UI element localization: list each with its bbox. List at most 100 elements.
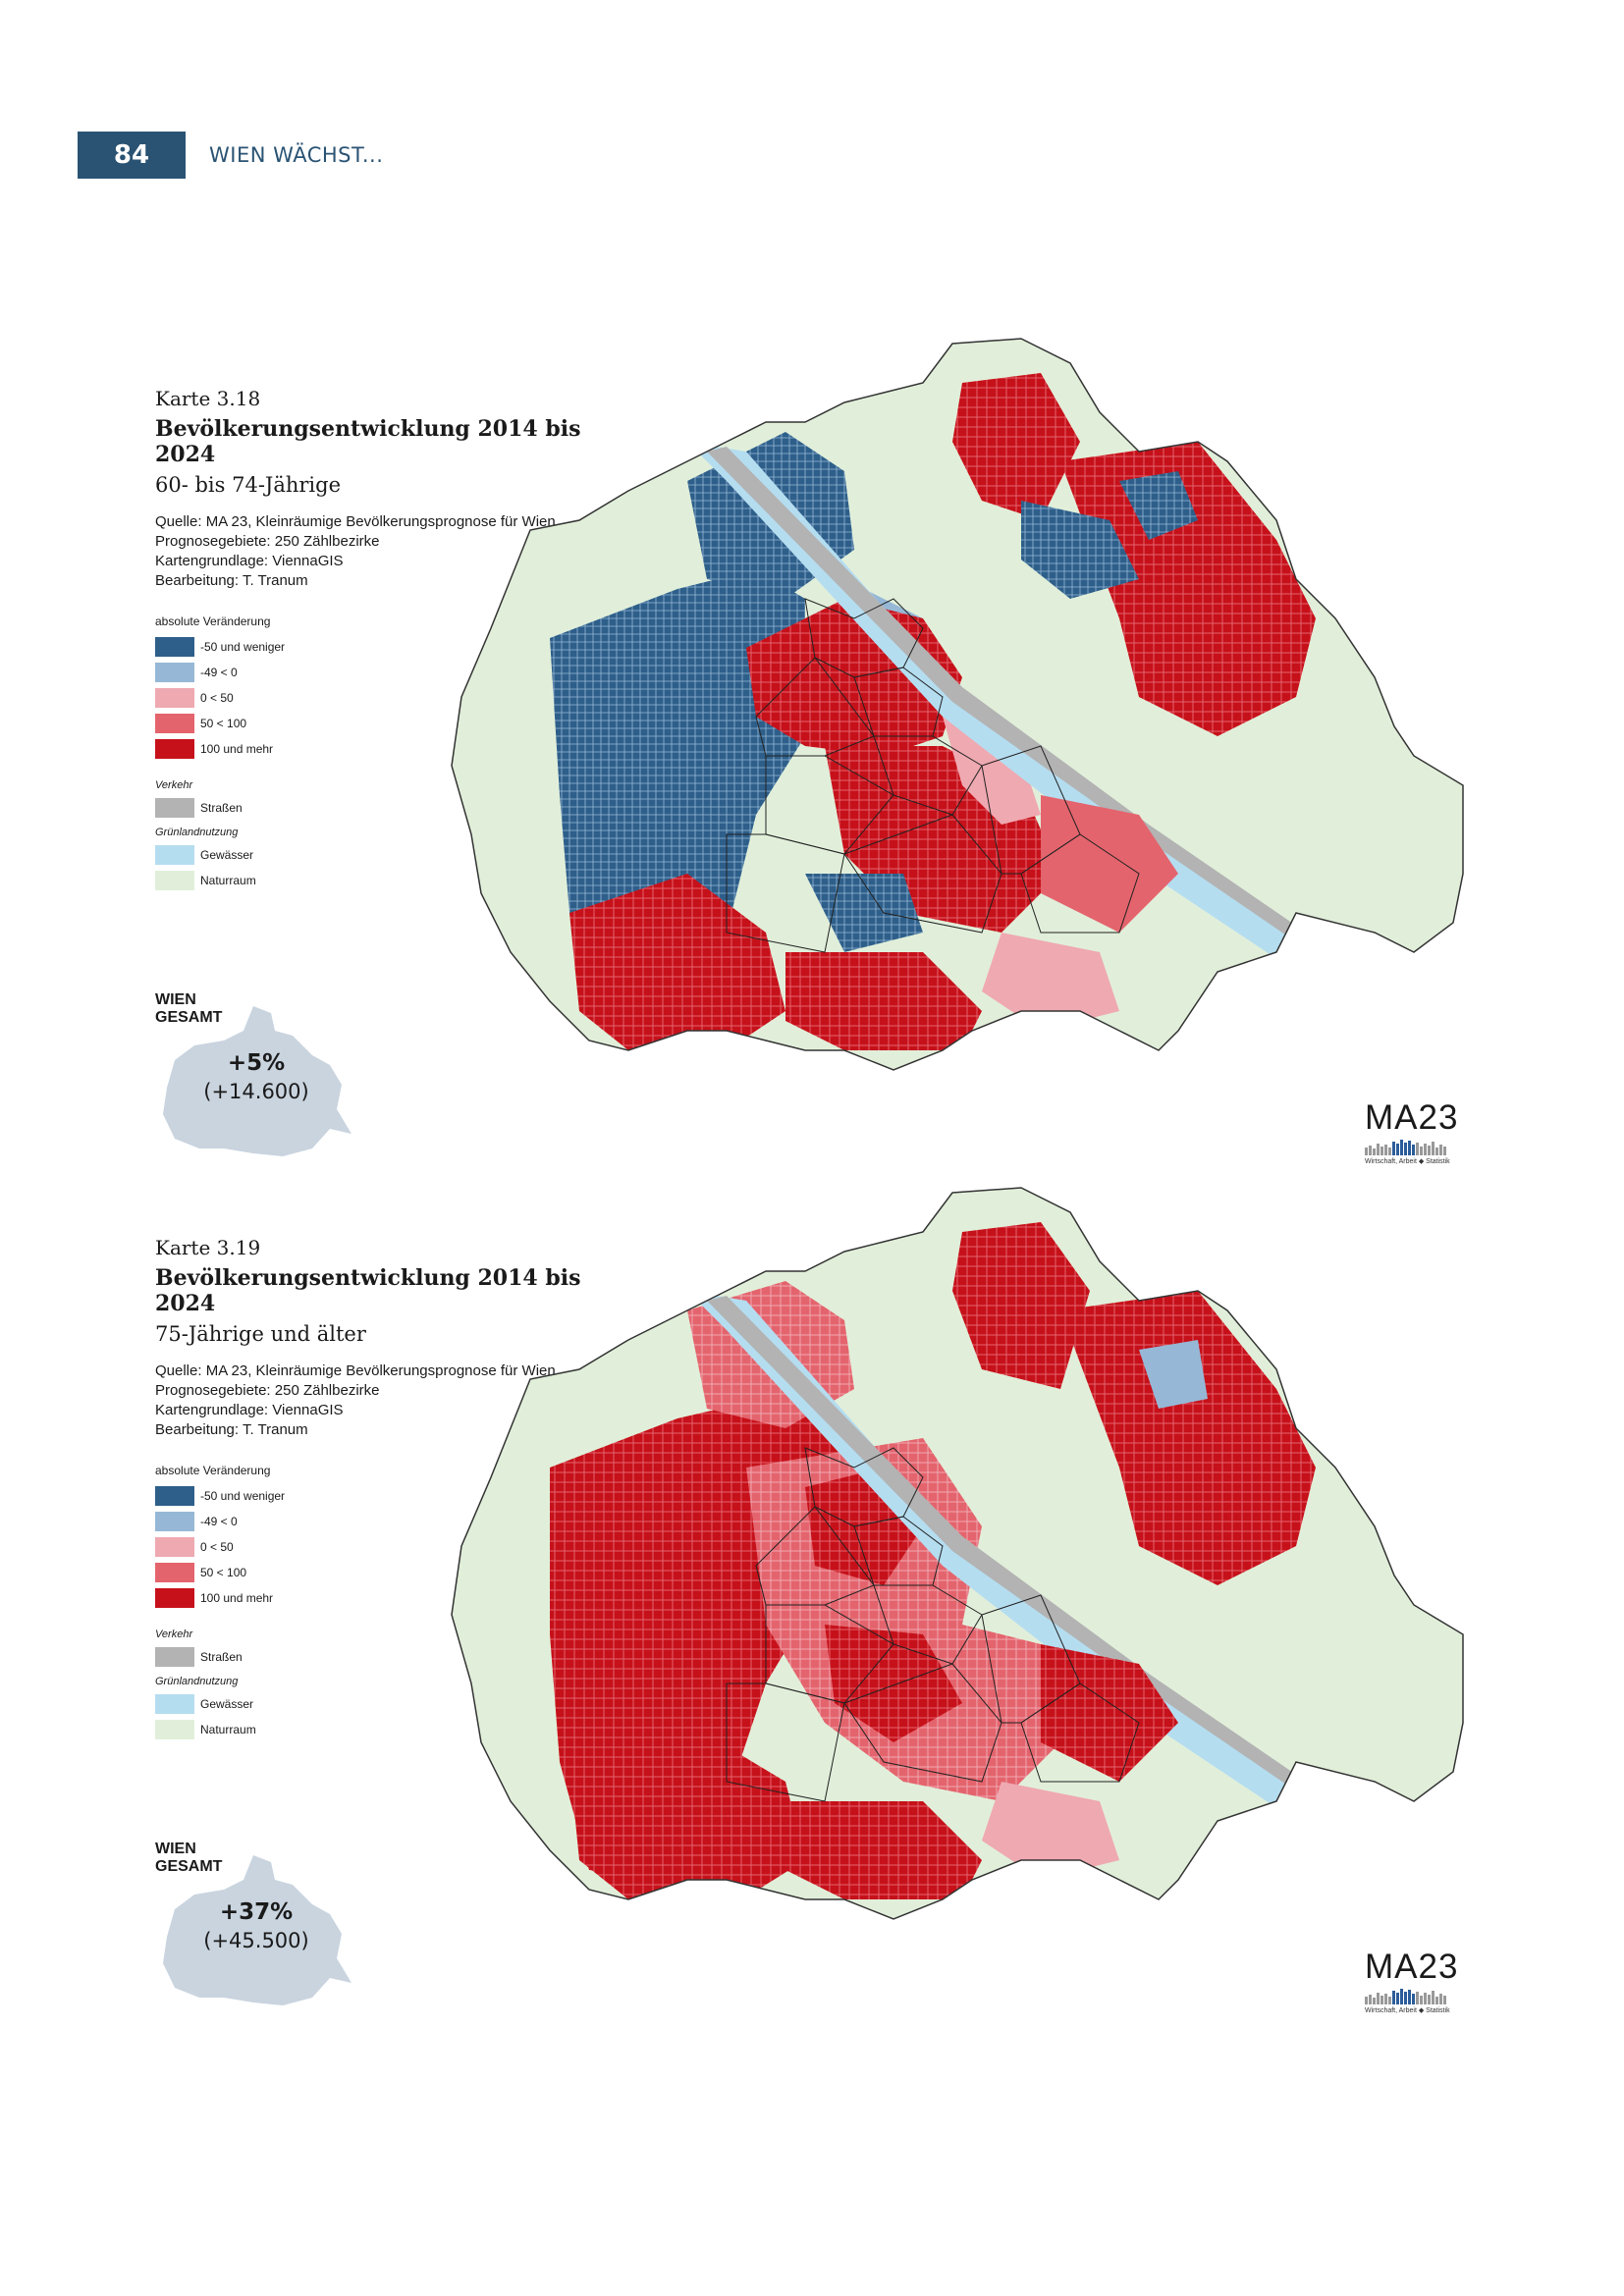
legend-swatch — [155, 1486, 194, 1506]
legend-label: 0 < 50 — [200, 691, 234, 705]
legend-label: Naturraum — [200, 1723, 256, 1736]
legend-item: 0 < 50 — [155, 1534, 626, 1560]
legend-category: Grünlandnutzung — [155, 1676, 239, 1687]
legend-swatch — [155, 871, 194, 890]
wien-gesamt-label: WIEN GESAMT — [155, 991, 222, 1027]
source-line: Prognosegebiete: 250 Zählbezirke — [155, 1382, 380, 1399]
legend-swatch — [155, 1647, 194, 1667]
vienna-outline-icon — [163, 1006, 352, 1156]
logo-name: MA23 — [1365, 1098, 1459, 1137]
gesamt-label-line: GESAMT — [155, 1858, 223, 1875]
map-info-panel: Karte 3.18 Bevölkerungsentwicklung 2014 … — [155, 324, 626, 893]
map-legend: absolute Veränderung -50 und weniger -49… — [155, 1464, 626, 1742]
wien-label-line: WIEN — [155, 991, 196, 1008]
legend-item: Gewässer — [155, 1691, 626, 1717]
vienna-outline-icon — [163, 1855, 352, 2005]
map-subtitle: 75-Jährige und älter — [155, 1322, 366, 1346]
map-title: Bevölkerungsentwicklung 2014 bis 2024 — [155, 1265, 581, 1316]
legend-label: Straßen — [200, 801, 243, 815]
source-line: Bearbeitung: T. Tranum — [155, 1421, 308, 1438]
legend-swatch — [155, 739, 194, 759]
page-number-badge: 84 — [78, 132, 186, 179]
map-number: Karte 3.18 — [155, 387, 261, 410]
total-absolute: (+45.500) — [203, 1929, 309, 1952]
source-line: Prognosegebiete: 250 Zählbezirke — [155, 533, 380, 550]
legend-label: 50 < 100 — [200, 1566, 247, 1579]
vienna-map-60-74 — [451, 338, 1464, 1071]
legend-swatch — [155, 688, 194, 708]
vienna-total-shape: +37% (+45.500) — [155, 1850, 357, 2007]
legend-label: -50 und weniger — [200, 640, 286, 654]
wien-gesamt-label: WIEN GESAMT — [155, 1841, 222, 1876]
total-percent: +5% — [227, 1050, 286, 1076]
legend-category: Verkehr — [155, 1629, 193, 1640]
legend-item: Naturraum — [155, 868, 626, 893]
logo-tagline: Wirtschaft, Arbeit ◆ Statistik — [1365, 1158, 1450, 1165]
legend-item: Straßen — [155, 1644, 626, 1670]
legend-item: -50 und weniger — [155, 634, 626, 660]
legend-swatch — [155, 1588, 194, 1608]
legend-item: -49 < 0 — [155, 660, 626, 685]
map-subtitle: 60- bis 74-Jährige — [155, 473, 342, 497]
logo-name: MA23 — [1365, 1948, 1459, 1986]
legend-swatch — [155, 1512, 194, 1531]
map-number: Karte 3.19 — [155, 1236, 261, 1259]
map-block-3-18: Karte 3.18 Bevölkerungsentwicklung 2014 … — [0, 324, 1624, 1168]
legend-swatch — [155, 1694, 194, 1714]
legend-item: -50 und weniger — [155, 1483, 626, 1509]
legend-swatch — [155, 798, 194, 818]
source-line: Quelle: MA 23, Kleinräumige Bevölkerungs… — [155, 1362, 556, 1379]
logo-tagline: Wirtschaft, Arbeit ◆ Statistik — [1365, 2007, 1450, 2014]
legend-item: 0 < 50 — [155, 685, 626, 711]
vienna-map-75-plus — [451, 1187, 1464, 1920]
ma23-logo: MA23 Wirtschaft, Arbeit ◆ Statistik — [1365, 1948, 1488, 2014]
legend-item: 50 < 100 — [155, 711, 626, 736]
map-block-3-19: Karte 3.19 Bevölkerungsentwicklung 2014 … — [0, 1173, 1624, 2017]
legend-label: 0 < 50 — [200, 1540, 234, 1554]
source-line: Kartengrundlage: ViennaGIS — [155, 1402, 344, 1418]
logo-bars — [1365, 1987, 1488, 2004]
wien-label-line: WIEN — [155, 1841, 196, 1857]
legend-swatch — [155, 1537, 194, 1557]
legend-label: -49 < 0 — [200, 666, 238, 679]
legend-swatch — [155, 663, 194, 682]
legend-category: Grünlandnutzung — [155, 827, 239, 838]
map-legend: absolute Veränderung -50 und weniger -49… — [155, 614, 626, 893]
legend-label: 50 < 100 — [200, 717, 247, 730]
legend-label: -49 < 0 — [200, 1515, 238, 1528]
legend-label: -50 und weniger — [200, 1489, 286, 1503]
source-line: Quelle: MA 23, Kleinräumige Bevölkerungs… — [155, 513, 556, 530]
legend-item: 100 und mehr — [155, 1585, 626, 1611]
map-source: Quelle: MA 23, Kleinräumige Bevölkerungs… — [155, 512, 626, 591]
legend-label: Gewässer — [200, 848, 254, 862]
total-absolute: (+14.600) — [203, 1080, 309, 1103]
ma23-logo: MA23 Wirtschaft, Arbeit ◆ Statistik — [1365, 1098, 1488, 1165]
legend-item: Gewässer — [155, 842, 626, 868]
legend-swatch — [155, 1563, 194, 1582]
logo-bars — [1365, 1138, 1488, 1155]
legend-swatch — [155, 714, 194, 733]
map-source: Quelle: MA 23, Kleinräumige Bevölkerungs… — [155, 1362, 626, 1440]
total-percent: +37% — [219, 1899, 294, 1925]
legend-category: Verkehr — [155, 779, 193, 791]
vienna-total-shape: +5% (+14.600) — [155, 1001, 357, 1158]
map-title: Bevölkerungsentwicklung 2014 bis 2024 — [155, 416, 581, 467]
map-info-panel: Karte 3.19 Bevölkerungsentwicklung 2014 … — [155, 1173, 626, 1742]
running-title: WIEN WÄCHST... — [209, 143, 384, 167]
legend-label: Naturraum — [200, 874, 256, 887]
legend-item: -49 < 0 — [155, 1509, 626, 1534]
legend-item: 100 und mehr — [155, 736, 626, 762]
legend-label: 100 und mehr — [200, 742, 274, 756]
gesamt-label-line: GESAMT — [155, 1009, 223, 1026]
legend-label: Straßen — [200, 1650, 243, 1664]
legend-swatch — [155, 1720, 194, 1739]
source-line: Kartengrundlage: ViennaGIS — [155, 553, 344, 569]
legend-heading: absolute Veränderung — [155, 1464, 271, 1477]
legend-swatch — [155, 637, 194, 657]
source-line: Bearbeitung: T. Tranum — [155, 572, 308, 589]
legend-label: 100 und mehr — [200, 1591, 274, 1605]
legend-item: 50 < 100 — [155, 1560, 626, 1585]
legend-item: Straßen — [155, 795, 626, 821]
legend-swatch — [155, 845, 194, 865]
legend-item: Naturraum — [155, 1717, 626, 1742]
